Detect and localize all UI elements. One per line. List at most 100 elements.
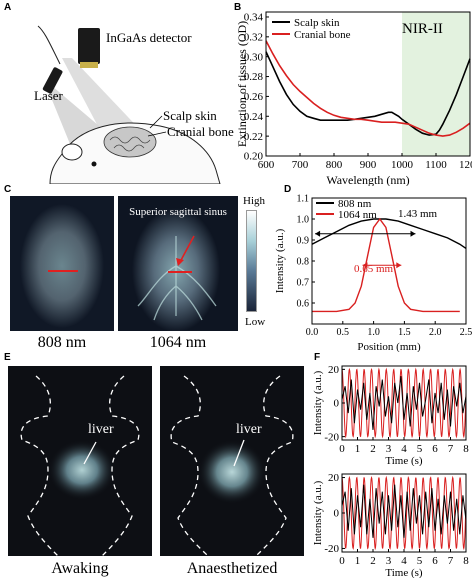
x-axis-title: Position (mm) <box>357 341 421 352</box>
legend-label: Scalp skin <box>294 17 340 29</box>
x-tick-label: 2 <box>370 555 376 567</box>
x-tick-label: 1.5 <box>398 327 411 338</box>
x-tick-label: 3 <box>386 555 392 567</box>
colorbar-low-label: Low <box>245 316 266 328</box>
x-tick-label: 6 <box>432 443 438 455</box>
fwhm-808-arrowhead <box>410 230 416 237</box>
x-tick-label: 4 <box>401 555 407 567</box>
liver-label-anaesthetized: liver <box>236 422 262 437</box>
y-axis-title: Extinction of tissues (OD) <box>236 21 249 147</box>
detector-body <box>78 28 100 64</box>
image-awaking: liver <box>8 366 152 556</box>
series-line-1 <box>341 484 467 538</box>
chart-d: 0.0 0.5 1.0 1.5 2.0 2.5 0.6 0.7 0.8 0.9 1.0 1.1 Posi… <box>274 193 472 352</box>
y-tick-label: 0.24 <box>244 111 264 123</box>
y-tick-label: 1.1 <box>297 193 310 204</box>
legend-label: 808 nm <box>338 198 372 210</box>
fwhm-1064-arrowhead <box>362 262 368 269</box>
x-tick-label: 5 <box>417 443 423 455</box>
liver-pointer <box>233 439 245 467</box>
width-808-label: 1.43 mm <box>398 208 438 220</box>
y-tick-label: 0.20 <box>244 151 264 163</box>
mouse-eye <box>91 161 97 167</box>
x-tick-label: 1200 <box>459 159 472 171</box>
x-tick-label: 1 <box>355 443 361 455</box>
x-tick-label: 0 <box>339 555 345 567</box>
sinus-annotation: Superior sagittal sinus <box>129 206 227 218</box>
sinus-arrow <box>179 235 195 263</box>
legend-label: Cranial bone <box>294 29 351 41</box>
y-tick-label: 0.7 <box>297 277 310 288</box>
x-tick-label: 700 <box>292 159 309 171</box>
caption-808nm: 808 nm <box>37 334 87 351</box>
series-line-1064-nm <box>312 217 460 313</box>
body-outline-anaesthetized <box>170 375 294 556</box>
detector-lens <box>80 62 98 68</box>
x-tick-label: 8 <box>463 555 469 567</box>
plot-frame <box>311 197 467 325</box>
series-line-0 <box>341 475 467 551</box>
y-tick-label: -20 <box>324 543 339 555</box>
y-tick-label: 0.8 <box>297 256 310 267</box>
bone-label: Cranial bone <box>167 124 234 139</box>
series-line-808-nm <box>311 218 467 249</box>
x-tick-label: 1 <box>355 555 361 567</box>
y-tick-label: 0 <box>334 508 340 520</box>
chart-b: 600 700 800 900 1000 1100 1200 0.20 0.22 0.24 0.26… <box>236 11 472 186</box>
caption-anaesthetized: Anaesthetized <box>186 560 278 577</box>
x-tick-label: 1.0 <box>367 327 380 338</box>
detector-light-cone <box>62 58 146 136</box>
series-line-cranial-bone <box>265 40 471 137</box>
panel-b-label: B <box>234 2 242 13</box>
y-tick-label: 0.30 <box>244 51 264 63</box>
mouse-ear <box>61 143 83 161</box>
x-axis-title: Wavelength (nm) <box>326 173 409 186</box>
image-808nm <box>10 196 114 331</box>
x-tick-label: 0.5 <box>337 327 350 338</box>
x-tick-label: 5 <box>417 555 423 567</box>
panel-f-label: F <box>314 352 321 363</box>
x-tick-label: 800 <box>326 159 343 171</box>
x-tick-label: 1100 <box>425 159 447 171</box>
x-tick-label: 2.5 <box>460 327 472 338</box>
y-tick-label: 0.22 <box>244 131 263 143</box>
caption-awaking: Awaking <box>51 560 109 577</box>
x-axis-title: Time (s) <box>385 455 423 466</box>
laser-label: Laser <box>34 88 63 103</box>
x-tick-label: 4 <box>401 443 407 455</box>
x-tick-label: 7 <box>448 443 454 455</box>
panel-a-label: A <box>4 2 12 13</box>
caption-1064nm: 1064 nm <box>149 334 207 351</box>
y-tick-label: 0.6 <box>297 298 310 309</box>
brain-icon <box>103 126 157 158</box>
y-tick-label: 0.32 <box>244 31 263 43</box>
series-line-0 <box>341 367 467 439</box>
x-axis-title: Time (s) <box>385 567 423 578</box>
colorbar-high-label: High <box>243 195 265 207</box>
width-1064-label: 0.65 mm <box>354 263 394 275</box>
detector-label: InGaAs detector <box>106 30 192 45</box>
y-tick-label: 0.28 <box>244 71 264 83</box>
panel-e-label: E <box>4 352 11 363</box>
x-tick-label: 1000 <box>391 159 414 171</box>
image-1064nm: Superior sagittal sinus <box>118 196 238 331</box>
scalp-label: Scalp skin <box>163 108 217 123</box>
x-tick-label: 0.0 <box>306 327 319 338</box>
colorbar <box>246 210 257 312</box>
image-anaesthetized: liver <box>160 366 304 556</box>
panel-d-label: D <box>284 184 292 195</box>
laser-cable <box>37 25 61 65</box>
x-tick-label: 8 <box>463 443 469 455</box>
legend-label: 1064 nm <box>338 209 377 221</box>
liver-label-awaking: liver <box>88 422 114 437</box>
nir-ii-band <box>402 12 470 156</box>
liver-pointer <box>83 441 97 465</box>
y-tick-label: 1.0 <box>297 214 310 225</box>
panel-c-label: C <box>4 184 12 195</box>
laser-icon <box>42 67 63 94</box>
y-tick-label: 20 <box>328 472 340 484</box>
fwhm-808-arrowhead <box>315 230 321 237</box>
panel-a-schematic <box>37 25 221 184</box>
